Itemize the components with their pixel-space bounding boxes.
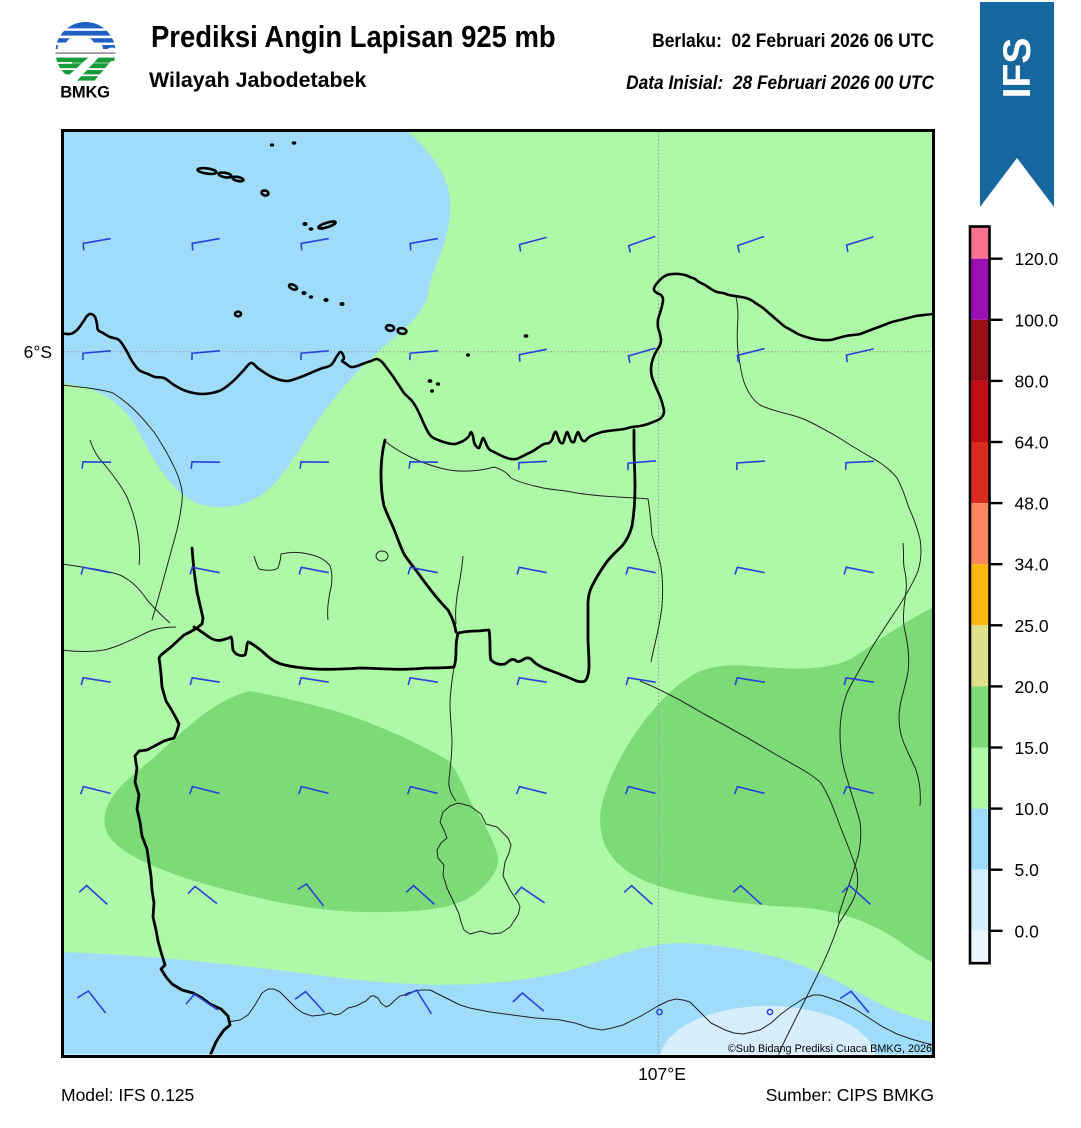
svg-text:BMKG: BMKG (60, 84, 110, 102)
svg-text:10.0: 10.0 (1015, 799, 1049, 819)
svg-text:80.0: 80.0 (1015, 371, 1049, 391)
svg-text:34.0: 34.0 (1015, 555, 1049, 575)
svg-text:Wilayah Jabodetabek: Wilayah Jabodetabek (149, 68, 366, 92)
svg-text:107°E: 107°E (638, 1064, 686, 1084)
svg-text:6°S: 6°S (24, 342, 52, 362)
svg-text:25.0: 25.0 (1015, 616, 1049, 636)
svg-text:5.0: 5.0 (1015, 860, 1040, 880)
svg-text:0.0: 0.0 (1015, 921, 1040, 941)
svg-text:Data Inisial: 28 Februari 202: Data Inisial: 28 Februari 2026 00 UTC (626, 71, 935, 93)
svg-text:20.0: 20.0 (1015, 677, 1049, 697)
svg-text:Sumber: CIPS BMKG: Sumber: CIPS BMKG (766, 1085, 934, 1105)
svg-text:100.0: 100.0 (1015, 310, 1059, 330)
svg-text:15.0: 15.0 (1015, 738, 1049, 758)
svg-text:Berlaku: 02 Februari 2026 06: Berlaku: 02 Februari 2026 06 UTC (652, 29, 934, 51)
svg-text:Model: IFS 0.125: Model: IFS 0.125 (61, 1085, 194, 1105)
svg-text:IFS: IFS (996, 38, 1039, 99)
svg-text:48.0: 48.0 (1015, 494, 1049, 514)
svg-text:©Sub Bidang Prediksi Cuaca BMK: ©Sub Bidang Prediksi Cuaca BMKG, 2026 (728, 1043, 932, 1055)
svg-text:120.0: 120.0 (1015, 249, 1059, 269)
svg-text:Prediksi Angin Lapisan 925 mb: Prediksi Angin Lapisan 925 mb (151, 19, 556, 54)
svg-text:64.0: 64.0 (1015, 433, 1049, 453)
